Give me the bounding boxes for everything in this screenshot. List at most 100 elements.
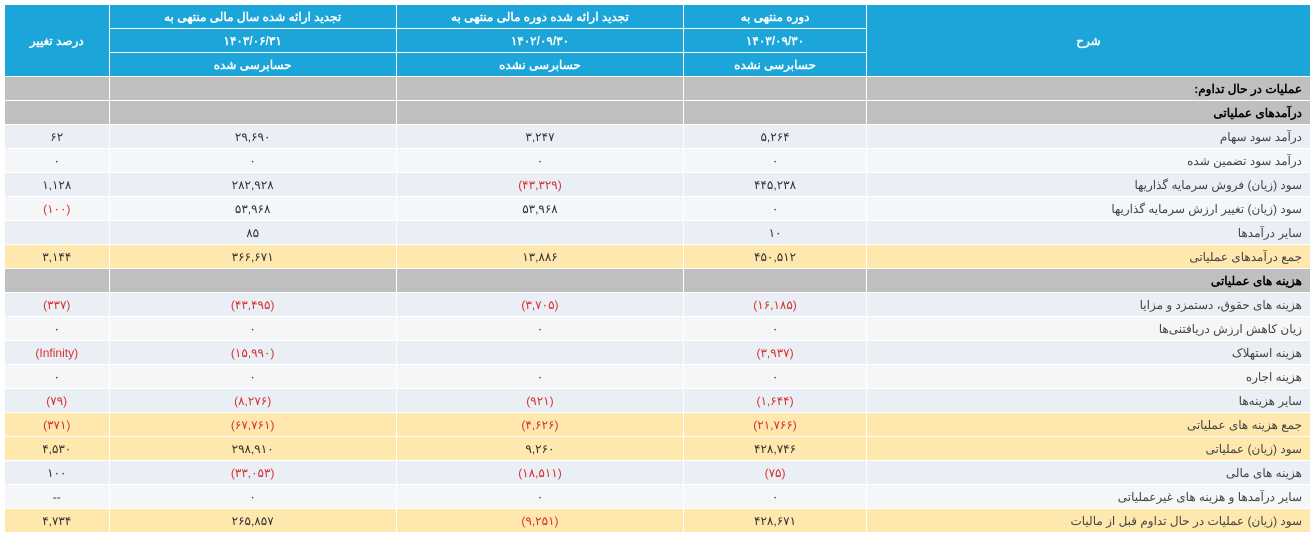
cell-prev-period — [396, 221, 683, 245]
cell-pct: ۱,۱۲۸ — [5, 173, 110, 197]
cell-prev-period: ۰ — [396, 365, 683, 389]
cell-current: (۱۶,۱۸۵) — [684, 293, 867, 317]
cell-prev-year: (۱۵,۹۹۰) — [109, 341, 396, 365]
cell-current: ۴۲۸,۶۷۱ — [684, 509, 867, 533]
section-label: هزینه های عملیاتی — [866, 269, 1310, 293]
cell-current: (۲۱,۷۶۶) — [684, 413, 867, 437]
cell-pct: ۱۰۰ — [5, 461, 110, 485]
cell-pct: (Infinity) — [5, 341, 110, 365]
cell-current: ۵,۲۶۴ — [684, 125, 867, 149]
section-empty — [684, 77, 867, 101]
cell-pct: ۰ — [5, 365, 110, 389]
section-empty — [109, 101, 396, 125]
cell-prev-period: (۱۸,۵۱۱) — [396, 461, 683, 485]
table-header: شرح دوره منتهی به تجدید ارائه شده دوره م… — [5, 5, 1311, 77]
row-desc: هزینه های حقوق، دستمزد و مزایا — [866, 293, 1310, 317]
cell-prev-period: (۹,۲۵۱) — [396, 509, 683, 533]
cell-current: ۴۲۸,۷۴۶ — [684, 437, 867, 461]
table-row: سایر درآمدها۱۰۸۵ — [5, 221, 1311, 245]
cell-prev-year: (۴۳,۴۹۵) — [109, 293, 396, 317]
cell-prev-year: ۲۹۸,۹۱۰ — [109, 437, 396, 461]
cell-prev-period: (۴,۶۲۶) — [396, 413, 683, 437]
section-empty — [396, 77, 683, 101]
cell-prev-year: ۵۳,۹۶۸ — [109, 197, 396, 221]
col-prev-year: تجدید ارائه شده سال مالی منتهی به — [109, 5, 396, 29]
cell-prev-year: (۶۷,۷۶۱) — [109, 413, 396, 437]
cell-pct: (۳۷۱) — [5, 413, 110, 437]
table-row: جمع درآمدهای عملیاتی۴۵۰,۵۱۲۱۳,۸۸۶۳۶۶,۶۷۱… — [5, 245, 1311, 269]
row-desc: زیان کاهش ارزش دریافتنی‌ها — [866, 317, 1310, 341]
cell-prev-year: ۰ — [109, 149, 396, 173]
cell-current: ۰ — [684, 365, 867, 389]
col-prev-period-audit: حسابرسی نشده — [396, 53, 683, 77]
section-label: درآمدهای عملیاتی — [866, 101, 1310, 125]
table-row: هزینه اجاره۰۰۰۰ — [5, 365, 1311, 389]
cell-current: (۷۵) — [684, 461, 867, 485]
row-desc: جمع هزینه های عملیاتی — [866, 413, 1310, 437]
cell-prev-year: (۳۳,۰۵۳) — [109, 461, 396, 485]
cell-current: ۰ — [684, 197, 867, 221]
cell-pct: (۷۹) — [5, 389, 110, 413]
cell-prev-period: (۳,۷۰۵) — [396, 293, 683, 317]
cell-prev-year: ۰ — [109, 485, 396, 509]
cell-current: ۰ — [684, 149, 867, 173]
table-row: درآمدهای عملیاتی — [5, 101, 1311, 125]
row-desc: سود (زیان) فروش سرمایه گذاریها — [866, 173, 1310, 197]
table-row: هزینه های عملیاتی — [5, 269, 1311, 293]
table-row: درآمد سود سهام۵,۲۶۴۳,۲۴۷۲۹,۶۹۰۶۲ — [5, 125, 1311, 149]
section-empty — [109, 269, 396, 293]
col-prev-period: تجدید ارائه شده دوره مالی منتهی به — [396, 5, 683, 29]
cell-prev-period: ۰ — [396, 149, 683, 173]
cell-current: ۱۰ — [684, 221, 867, 245]
section-empty — [5, 77, 110, 101]
row-desc: سایر درآمدها و هزینه های غیرعملیاتی — [866, 485, 1310, 509]
cell-prev-year: ۲۶۵,۸۵۷ — [109, 509, 396, 533]
cell-current: ۰ — [684, 485, 867, 509]
cell-current: (۱,۶۴۴) — [684, 389, 867, 413]
cell-pct: ۴,۷۳۴ — [5, 509, 110, 533]
row-desc: سود (زیان) عملیاتی — [866, 437, 1310, 461]
cell-current: (۳,۹۳۷) — [684, 341, 867, 365]
cell-prev-period: ۵۳,۹۶۸ — [396, 197, 683, 221]
section-empty — [684, 269, 867, 293]
cell-prev-year: ۰ — [109, 365, 396, 389]
cell-prev-year: ۲۹,۶۹۰ — [109, 125, 396, 149]
cell-prev-period: ۹,۲۶۰ — [396, 437, 683, 461]
cell-prev-period: ۰ — [396, 317, 683, 341]
row-desc: درآمد سود تضمین شده — [866, 149, 1310, 173]
section-empty — [109, 77, 396, 101]
row-desc: هزینه های مالی — [866, 461, 1310, 485]
table-row: درآمد سود تضمین شده۰۰۰۰ — [5, 149, 1311, 173]
col-prev-year-date: ۱۴۰۳/۰۶/۳۱ — [109, 29, 396, 53]
table-row: هزینه های حقوق، دستمزد و مزایا(۱۶,۱۸۵)(۳… — [5, 293, 1311, 317]
table-row: سود (زیان) فروش سرمایه گذاریها۴۴۵,۲۳۸(۴۳… — [5, 173, 1311, 197]
table-row: سایر هزینه‌ها(۱,۶۴۴)(۹۲۱)(۸,۲۷۶)(۷۹) — [5, 389, 1311, 413]
table-row: هزینه استهلاک(۳,۹۳۷) (۱۵,۹۹۰)(Infinity) — [5, 341, 1311, 365]
col-current: دوره منتهی به — [684, 5, 867, 29]
cell-pct — [5, 221, 110, 245]
col-current-date: ۱۴۰۳/۰۹/۳۰ — [684, 29, 867, 53]
table-row: سود (زیان) تغییر ارزش سرمایه گذاریها۰۵۳,… — [5, 197, 1311, 221]
row-desc: درآمد سود سهام — [866, 125, 1310, 149]
col-prev-year-audit: حسابرسی شده — [109, 53, 396, 77]
section-label: عملیات در حال تداوم: — [866, 77, 1310, 101]
cell-current: ۴۵۰,۵۱۲ — [684, 245, 867, 269]
cell-prev-period: ۰ — [396, 485, 683, 509]
cell-prev-year: ۲۸۲,۹۲۸ — [109, 173, 396, 197]
cell-pct: ۰ — [5, 149, 110, 173]
table-body: عملیات در حال تداوم:درآمدهای عملیاتیدرآم… — [5, 77, 1311, 533]
row-desc: سایر درآمدها — [866, 221, 1310, 245]
cell-prev-period: ۳,۲۴۷ — [396, 125, 683, 149]
section-empty — [684, 101, 867, 125]
section-empty — [396, 101, 683, 125]
cell-current: ۰ — [684, 317, 867, 341]
cell-pct: ۰ — [5, 317, 110, 341]
cell-pct: (۳۳۷) — [5, 293, 110, 317]
row-desc: هزینه استهلاک — [866, 341, 1310, 365]
section-empty — [5, 101, 110, 125]
cell-prev-year: ۰ — [109, 317, 396, 341]
row-desc: سود (زیان) عملیات در حال تداوم قبل از ما… — [866, 509, 1310, 533]
table-row: عملیات در حال تداوم: — [5, 77, 1311, 101]
cell-pct: ۳,۱۴۴ — [5, 245, 110, 269]
col-pct: درصد تغییر — [5, 5, 110, 77]
